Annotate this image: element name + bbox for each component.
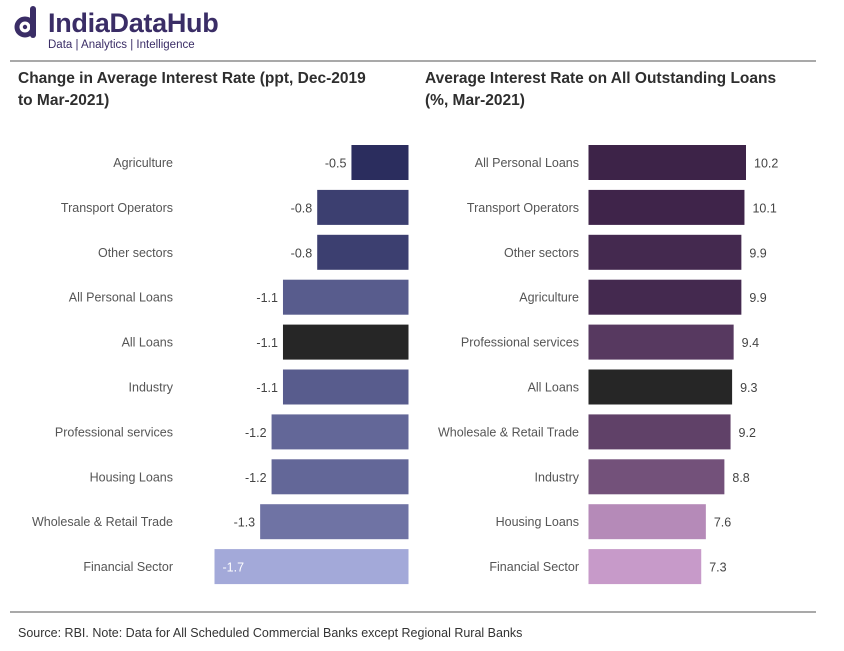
left-bar-4 — [282, 324, 409, 360]
bottom-divider — [10, 611, 816, 613]
right-chart-title-line-1: Average Interest Rate on All Outstanding… — [425, 70, 777, 87]
right-category-label-2: Other sectors — [504, 246, 579, 260]
left-category-label-8: Wholesale & Retail Trade — [32, 515, 173, 529]
right-category-label-0: All Personal Loans — [475, 156, 579, 170]
right-category-label-6: Wholesale & Retail Trade — [438, 425, 579, 439]
right-category-label-7: Industry — [535, 470, 580, 484]
left-bar-8 — [260, 504, 409, 540]
right-chart-title-line-2: (%, Mar-2021) — [425, 92, 525, 109]
left-category-label-4: All Loans — [122, 336, 173, 350]
top-divider — [10, 60, 816, 62]
right-value-label-6: 9.2 — [739, 426, 756, 440]
left-value-label-4: -1.1 — [256, 336, 278, 350]
right-value-label-2: 9.9 — [749, 246, 766, 260]
left-value-label-1: -0.8 — [291, 201, 313, 215]
left-category-label-3: All Personal Loans — [69, 291, 173, 305]
brand-name: IndiaDataHub — [48, 8, 219, 38]
right-bar-2 — [588, 234, 742, 270]
left-chart-title: Change in Average Interest Rate (ppt, De… — [18, 68, 366, 112]
right-category-label-8: Housing Loans — [496, 515, 579, 529]
left-value-label-0: -0.5 — [325, 157, 347, 171]
left-value-label-7: -1.2 — [245, 471, 267, 485]
right-bar-3 — [588, 279, 742, 315]
left-chart-title-line-1: Change in Average Interest Rate (ppt, De… — [18, 70, 366, 87]
left-category-label-9: Financial Sector — [83, 560, 173, 574]
right-value-label-4: 9.4 — [742, 336, 759, 350]
right-value-label-5: 9.3 — [740, 381, 757, 395]
left-bar-1 — [317, 189, 409, 225]
left-bar-2 — [317, 234, 409, 270]
left-category-label-1: Transport Operators — [61, 201, 173, 215]
left-chart-title-line-2: to Mar-2021) — [18, 92, 110, 109]
source-note: Source: RBI. Note: Data for All Schedule… — [18, 626, 523, 640]
right-bar-1 — [588, 189, 745, 225]
right-chart-title: Average Interest Rate on All Outstanding… — [425, 68, 776, 112]
left-bar-6 — [271, 414, 409, 450]
left-bar-3 — [282, 279, 409, 315]
right-value-label-8: 7.6 — [714, 516, 731, 530]
right-value-label-3: 9.9 — [749, 291, 766, 305]
left-bar-0 — [351, 145, 409, 180]
left-category-label-0: Agriculture — [113, 156, 173, 170]
right-bar-5 — [588, 369, 733, 405]
left-bar-5 — [282, 369, 409, 405]
right-bar-0 — [588, 145, 746, 180]
right-bar-9 — [588, 549, 702, 585]
left-value-label-8: -1.3 — [234, 516, 256, 530]
brand-logo: IndiaDataHub Data | Analytics | Intellig… — [14, 4, 274, 52]
left-bar-9 — [214, 549, 409, 585]
left-bar-7 — [271, 459, 409, 495]
brand-tagline: Data | Analytics | Intelligence — [48, 39, 195, 51]
right-bar-6 — [588, 414, 731, 450]
left-value-label-3: -1.1 — [256, 291, 278, 305]
left-category-label-5: Industry — [129, 381, 174, 395]
right-value-label-0: 10.2 — [754, 157, 778, 171]
left-category-label-7: Housing Loans — [90, 470, 173, 484]
left-category-label-2: Other sectors — [98, 246, 173, 260]
left-value-label-2: -0.8 — [291, 246, 313, 260]
right-value-label-9: 7.3 — [709, 561, 726, 575]
right-bar-8 — [588, 504, 706, 540]
left-category-label-6: Professional services — [55, 425, 173, 439]
logo-d-icon — [14, 6, 36, 38]
right-category-label-4: Professional services — [461, 336, 579, 350]
left-value-label-9: -1.7 — [223, 561, 245, 575]
right-category-label-5: All Loans — [528, 381, 579, 395]
right-category-label-1: Transport Operators — [467, 201, 579, 215]
right-value-label-1: 10.1 — [752, 201, 776, 215]
left-value-label-6: -1.2 — [245, 426, 267, 440]
right-value-label-7: 8.8 — [732, 471, 749, 485]
right-bar-7 — [588, 459, 725, 495]
right-category-label-9: Financial Sector — [489, 560, 579, 574]
left-value-label-5: -1.1 — [256, 381, 278, 395]
right-bar-4 — [588, 324, 734, 360]
right-category-label-3: Agriculture — [519, 291, 579, 305]
